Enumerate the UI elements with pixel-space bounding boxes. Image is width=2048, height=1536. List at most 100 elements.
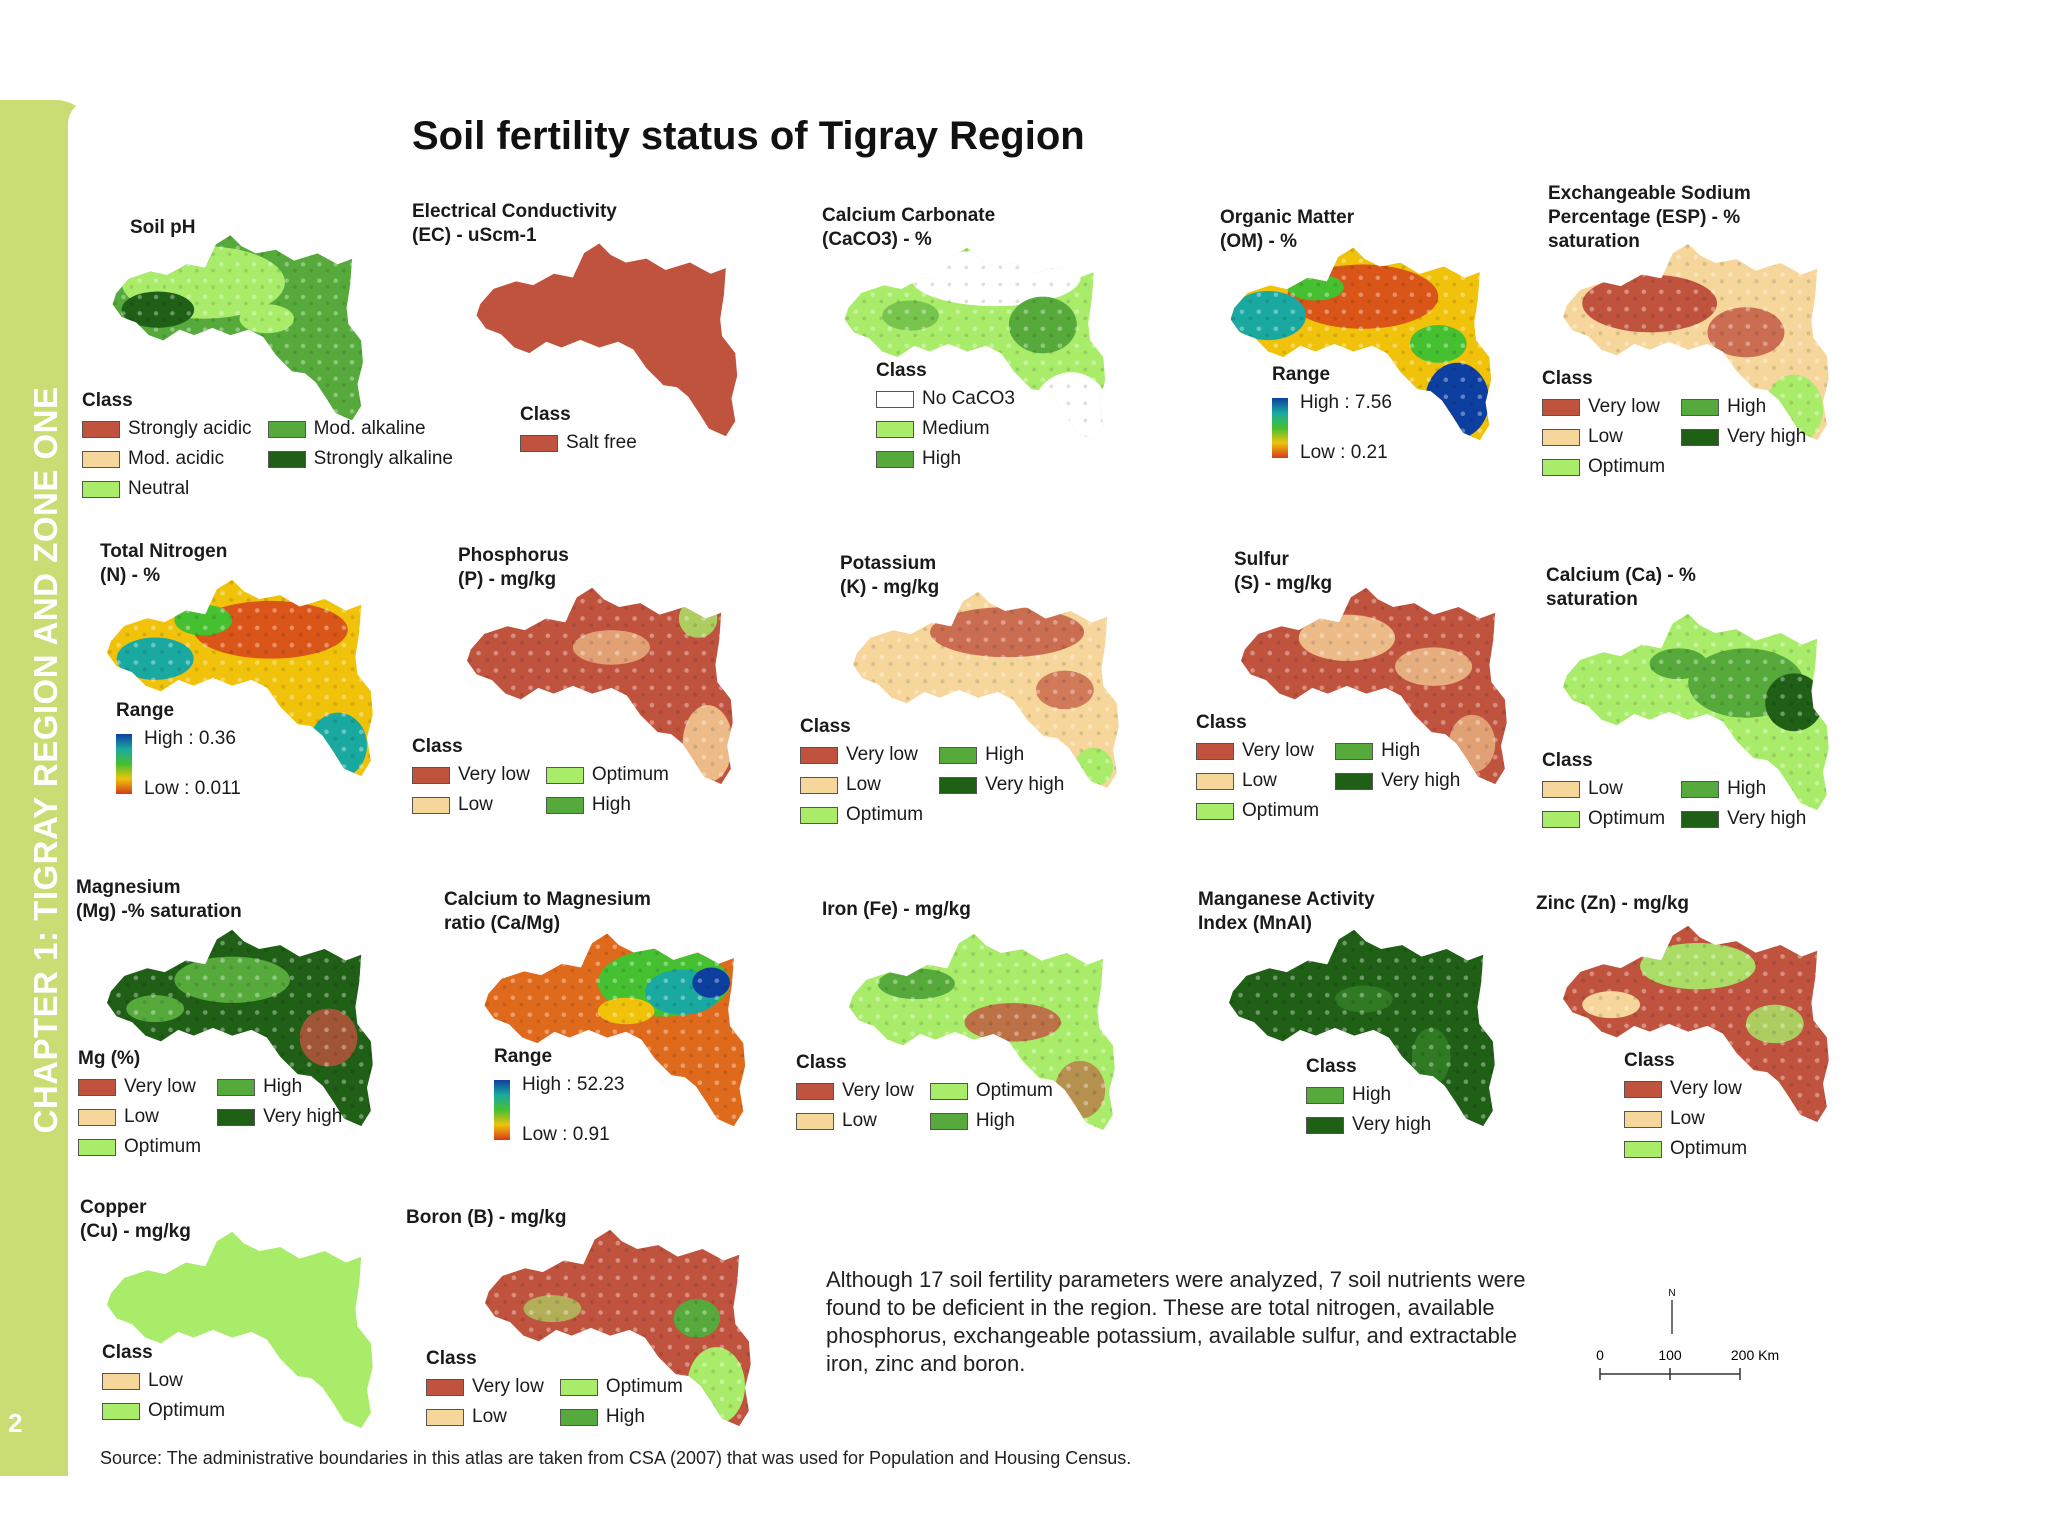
legend-mnai: Class High Very high (1306, 1056, 1431, 1136)
map-ca-mg-ratio (484, 933, 746, 1127)
legend-item-optimum: Optimum (1542, 456, 1665, 478)
swatch (939, 776, 978, 794)
legend-item-low: Low (78, 1106, 201, 1128)
scale-tick-200: 200 Km (1731, 1347, 1779, 1363)
legend-s: Class Very low High Low Very high Optimu… (1196, 712, 1460, 822)
legend-title: Class (426, 1348, 477, 1369)
swatch (78, 1078, 116, 1096)
legend-item-optimum: Optimum (1542, 808, 1665, 830)
swatch (876, 450, 914, 468)
legend-item-high: High (929, 1110, 1053, 1132)
sidebar-inner-curve (68, 100, 92, 1476)
map-zinc (1563, 925, 1829, 1123)
legend-item-low: Low (800, 774, 923, 796)
range-ramp: High : 0.36 Low : 0.011 (116, 728, 241, 800)
swatch (426, 1408, 464, 1426)
color-ramp (1272, 398, 1288, 458)
legend-items-esp: Very low High Low Very high Optimum (1542, 396, 1806, 478)
legend-item-very-low: Very low (800, 744, 923, 766)
swatch (796, 1112, 834, 1130)
range-low: Low : 0.21 (1300, 442, 1388, 463)
legend-ca: Class Low High Optimum Very high (1542, 750, 1806, 830)
range-ramp: High : 7.56 Low : 0.21 (1272, 392, 1392, 464)
legend-title: Class (1542, 750, 1593, 771)
legend-item-neutral: Neutral (82, 478, 252, 500)
legend-item-very-low: Very low (78, 1076, 201, 1098)
legend-item-optimum: Optimum (78, 1136, 201, 1158)
legend-item-low: Low (1624, 1108, 1747, 1130)
swatch (800, 806, 838, 824)
scale-tick-100: 100 (1658, 1347, 1682, 1363)
legend-items-fe: Very low Optimum Low High (796, 1080, 1053, 1132)
legend-item-low: Low (1542, 426, 1665, 448)
swatch (1542, 810, 1580, 828)
swatch (559, 1378, 598, 1396)
range-high: High : 7.56 (1300, 392, 1392, 413)
legend-item-very-high: Very high (1681, 808, 1806, 830)
legend-cu: Class Low Optimum (102, 1342, 225, 1422)
swatch (545, 796, 584, 814)
legend-mg: Mg (%) Very low High Low Very high Optim… (78, 1048, 342, 1158)
legend-k: Class Very low High Low Very high Optimu… (800, 716, 1064, 826)
legend-item-optimum: Optimum (545, 764, 669, 786)
swatch (1681, 398, 1720, 416)
panel-title-mnai: Manganese Activity Index (MnAI) (1198, 889, 1375, 934)
legend-item-very-high: Very high (1681, 426, 1806, 448)
legend-fe: Class Very low Optimum Low High (796, 1052, 1053, 1132)
legend-title: Class (1196, 712, 1247, 733)
legend-title: Class (412, 736, 463, 757)
map-sulfur (1241, 587, 1507, 785)
panel-title-esp: Exchangeable Sodium Percentage (ESP) - %… (1548, 183, 1751, 252)
range-labels: High : 7.56 Low : 0.21 (1300, 392, 1392, 464)
legend-title: Class (876, 360, 927, 381)
legend-item-high: High (217, 1076, 342, 1098)
swatch (82, 480, 120, 498)
range-low: Low : 0.91 (522, 1124, 610, 1145)
legend-item-low: Low (1196, 770, 1319, 792)
swatch (102, 1372, 140, 1390)
map-phosphorus (467, 587, 733, 785)
chapter-label: CHAPTER 1: TIGRAY REGION AND ZONE ONE (27, 386, 64, 1134)
swatch (1196, 772, 1234, 790)
range-low: Low : 0.011 (144, 778, 241, 799)
legend-items-s: Very low High Low Very high Optimum (1196, 740, 1460, 822)
legend-items-ph: Strongly acidic Mod. alkaline Mod. acidi… (82, 418, 453, 500)
swatch (78, 1108, 116, 1126)
swatch (217, 1108, 256, 1126)
map-copper (106, 1231, 373, 1429)
legend-n: Range High : 0.36 Low : 0.011 (116, 700, 241, 800)
panel-title-n: Total Nitrogen (N) - % (100, 541, 228, 586)
legend-item-high: High (939, 744, 1064, 766)
swatch (939, 746, 978, 764)
legend-items-ec: Salt free (520, 432, 637, 454)
panel-title-ec: Electrical Conductivity (EC) - uScm-1 (412, 201, 617, 246)
panel-title-om: Organic Matter (OM) - % (1220, 207, 1355, 252)
legend-item-low: Low (796, 1110, 914, 1132)
swatch (1196, 802, 1234, 820)
swatch (876, 390, 914, 408)
swatch (1542, 428, 1580, 446)
swatch (1196, 742, 1234, 760)
legend-title: Range (494, 1046, 553, 1067)
page-title: Soil fertility status of Tigray Region (412, 114, 1085, 158)
legend-item-high: High (545, 794, 669, 816)
map-ec (476, 243, 738, 437)
legend-items-zn: Very low Low Optimum (1624, 1078, 1747, 1160)
legend-title: Class (1542, 368, 1593, 389)
swatch (520, 434, 558, 452)
swatch (102, 1402, 140, 1420)
map-soil-ph (112, 235, 363, 421)
legend-item-very-low: Very low (426, 1376, 544, 1398)
page-number: 2 (8, 1408, 23, 1438)
legend-item-no-caco3: No CaCO3 (876, 388, 1015, 410)
map-iron (849, 933, 1115, 1131)
legend-item-low: Low (426, 1406, 544, 1428)
legend-item-very-low: Very low (1542, 396, 1665, 418)
color-ramp (494, 1080, 510, 1140)
legend-item-mod-acidic: Mod. acidic (82, 448, 252, 470)
swatch (426, 1378, 464, 1396)
legend-item-low: Low (412, 794, 530, 816)
legend-item-mod-alkaline: Mod. alkaline (267, 418, 453, 440)
legend-ph: Class Strongly acidic Mod. alkaline Mod.… (82, 390, 453, 500)
legend-ec: Class Salt free (520, 404, 637, 454)
